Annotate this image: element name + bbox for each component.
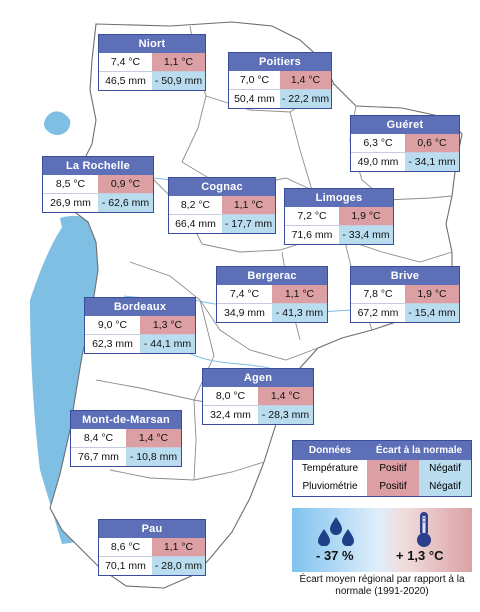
thermometer-icon <box>417 512 431 547</box>
rainfall-deviation: - 28,3 mm <box>258 406 313 424</box>
rainfall-value: 70,1 mm <box>105 560 146 572</box>
temperature-deviation: 1,9 °C <box>405 285 459 303</box>
city-name: Bergerac <box>217 267 327 285</box>
temperature-value: 7,4 °C <box>229 288 260 300</box>
rainfall-value: 66,4 mm <box>175 218 216 230</box>
rainfall-deviation: - 28,0 mm <box>152 557 205 575</box>
water-drops-icon <box>318 517 354 546</box>
temperature-value: 6,3 °C <box>363 137 393 149</box>
legend-negative: Négatif <box>419 478 471 496</box>
city-name: Guéret <box>351 116 459 134</box>
temperature-deviation: 1,9 °C <box>339 207 393 225</box>
temperature-value: 8,5 °C <box>55 178 86 190</box>
city-card-cognac: Cognac 8,2 °C 1,1 °C 66,4 mm - 17,7 mm <box>168 177 276 234</box>
city-name: Bordeaux <box>85 298 195 316</box>
rainfall-deviation: - 34,1 mm <box>405 153 459 171</box>
rainfall-deviation: - 15,4 mm <box>405 304 459 322</box>
rainfall-value: 46,5 mm <box>105 75 146 87</box>
temperature-deviation: 0,6 °C <box>405 134 459 152</box>
city-card-pau: Pau 8,6 °C 1,1 °C 70,1 mm - 28,0 mm <box>98 519 206 576</box>
temperature-value: 8,2 °C <box>180 199 211 211</box>
city-name: Niort <box>99 35 205 53</box>
city-card-gueret: Guéret 6,3 °C 0,6 °C 49,0 mm - 34,1 mm <box>350 115 460 172</box>
legend-table: Données Écart à la normale Température P… <box>292 440 472 497</box>
regional-summary: - 37 % + 1,3 °C <box>292 508 472 572</box>
rainfall-deviation: - 44,1 mm <box>140 335 195 353</box>
temperature-deviation: 1,4 °C <box>126 429 181 447</box>
legend-row-temperature: Température Positif Négatif <box>293 460 471 478</box>
temperature-deviation: 1,3 °C <box>140 316 195 334</box>
temperature-deviation: 1,1 °C <box>222 196 275 214</box>
temperature-value: 7,2 °C <box>297 210 327 222</box>
legend-label: Température <box>301 463 359 474</box>
temperature-deviation: 1,4 °C <box>280 71 331 89</box>
rainfall-deviation: - 41,3 mm <box>272 304 327 322</box>
city-card-mont-de-marsan: Mont-de-Marsan 8,4 °C 1,4 °C 76,7 mm - 10,… <box>70 410 182 467</box>
legend-positive: Positif <box>367 478 419 496</box>
temperature-deviation: 1,1 °C <box>272 285 327 303</box>
rainfall-value: 62,3 mm <box>92 338 133 350</box>
temperature-deviation: 1,1 °C <box>152 53 205 71</box>
rainfall-value: 49,0 mm <box>357 156 399 168</box>
city-name: Cognac <box>169 178 275 196</box>
city-card-poitiers: Poitiers 7,0 °C 1,4 °C 50,4 mm - 22,2 mm <box>228 52 332 109</box>
rainfall-value: 26,9 mm <box>50 197 91 209</box>
legend-header-data: Données <box>308 445 352 456</box>
rainfall-value: 34,9 mm <box>224 307 265 319</box>
temperature-deviation: 0,9 °C <box>98 175 153 193</box>
temperature-regional-deviation: + 1,3 °C <box>396 548 444 563</box>
rainfall-value: 50,4 mm <box>234 93 275 105</box>
city-card-limoges: Limoges 7,2 °C 1,9 °C 71,6 mm - 33,4 mm <box>284 188 394 245</box>
temperature-value: 7,8 °C <box>363 288 393 300</box>
legend-positive: Positif <box>367 460 419 478</box>
rainfall-deviation: - 17,7 mm <box>222 215 275 233</box>
city-card-bergerac: Bergerac 7,4 °C 1,1 °C 34,9 mm - 41,3 mm <box>216 266 328 323</box>
legend-row-rainfall: Pluviométrie Positif Négatif <box>293 478 471 496</box>
temperature-deviation: 1,4 °C <box>258 387 313 405</box>
legend-header-deviation: Écart à la normale <box>375 445 463 456</box>
rainfall-deviation: - 22,2 mm <box>280 90 331 108</box>
rainfall-value: 67,2 mm <box>357 307 399 319</box>
city-card-agen: Agen 8,0 °C 1,4 °C 32,4 mm - 28,3 mm <box>202 368 314 425</box>
summary-caption: Écart moyen régional par rapport à la no… <box>299 574 465 597</box>
temperature-value: 7,4 °C <box>110 56 141 68</box>
city-name: Agen <box>203 369 313 387</box>
rainfall-value: 76,7 mm <box>78 451 119 463</box>
city-card-brive: Brive 7,8 °C 1,9 °C 67,2 mm - 15,4 mm <box>350 266 460 323</box>
rainfall-deviation: - 62,6 mm <box>98 194 153 212</box>
rainfall-deviation: - 50,9 mm <box>152 72 205 90</box>
city-name: La Rochelle <box>43 157 153 175</box>
city-name: Mont-de-Marsan <box>71 411 181 429</box>
temperature-deviation: 1,1 °C <box>152 538 205 556</box>
temperature-value: 9,0 °C <box>97 319 128 331</box>
temperature-value: 8,4 °C <box>83 432 114 444</box>
rainfall-value: 32,4 mm <box>210 409 251 421</box>
city-card-bordeaux: Bordeaux 9,0 °C 1,3 °C 62,3 mm - 44,1 mm <box>84 297 196 354</box>
city-name: Poitiers <box>229 53 331 71</box>
city-name: Limoges <box>285 189 393 207</box>
rainfall-deviation: - 10,8 mm <box>126 448 181 466</box>
city-card-niort: Niort 7,4 °C 1,1 °C 46,5 mm - 50,9 mm <box>98 34 206 91</box>
legend-label: Pluviométrie <box>302 481 358 492</box>
temperature-value: 7,0 °C <box>239 74 270 86</box>
temperature-value: 8,6 °C <box>110 541 141 553</box>
city-card-la-rochelle: La Rochelle 8,5 °C 0,9 °C 26,9 mm - 62,6 m… <box>42 156 154 213</box>
rainfall-regional-deviation: - 37 % <box>316 548 354 563</box>
legend-header: Données Écart à la normale <box>293 441 471 460</box>
legend-negative: Négatif <box>419 460 471 478</box>
rainfall-value: 71,6 mm <box>291 229 333 241</box>
city-name: Pau <box>99 520 205 538</box>
rainfall-deviation: - 33,4 mm <box>339 226 393 244</box>
city-name: Brive <box>351 267 459 285</box>
temperature-value: 8,0 °C <box>215 390 246 402</box>
